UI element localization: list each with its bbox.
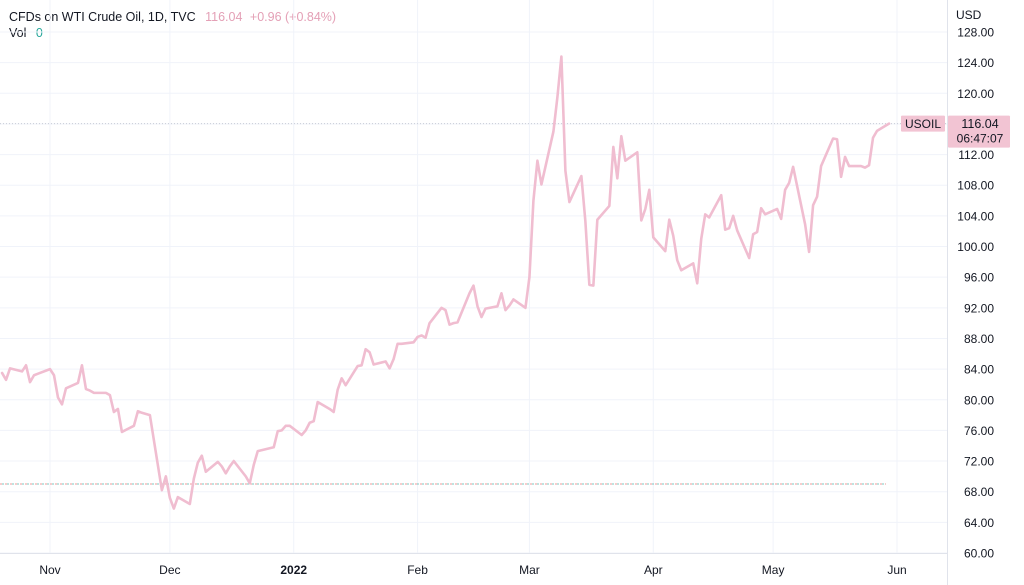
price-tick-label: 96.00 bbox=[964, 271, 994, 285]
price-tick-label: 120.00 bbox=[957, 87, 994, 101]
ticker-tag: USOIL bbox=[905, 117, 941, 131]
time-tick-label: Mar bbox=[519, 563, 540, 577]
time-tick-label: Jun bbox=[887, 563, 906, 577]
time-tick-label: 2022 bbox=[280, 563, 307, 577]
price-tick-label: 124.00 bbox=[957, 56, 994, 70]
price-axis[interactable]: 60.00 64.00 68.00 72.00 76.00 80.00 84.00 88.00… bbox=[957, 26, 994, 561]
price-tick-label: 88.00 bbox=[964, 332, 994, 346]
volume-value: 0 bbox=[35, 26, 43, 40]
price-tick-label: 112.00 bbox=[958, 148, 994, 162]
volume-legend: Vol 0 bbox=[9, 26, 43, 40]
symbol-title[interactable]: CFDs on WTI Crude Oil, 1D, TVC bbox=[9, 10, 196, 24]
price-tick-label: 108.00 bbox=[957, 179, 994, 193]
grid-lines bbox=[0, 0, 947, 554]
price-tick-label: 100.00 bbox=[957, 240, 994, 254]
price-tag-value: 116.04 bbox=[961, 117, 998, 131]
chart-header: CFDs on WTI Crude Oil, 1D, TVC 116.04 +0… bbox=[9, 10, 336, 24]
time-axis[interactable]: Nov Dec 2022 Feb Mar Apr May Jun bbox=[39, 563, 906, 577]
time-tick-label: Feb bbox=[407, 563, 428, 577]
price-tick-label: 80.00 bbox=[964, 393, 994, 407]
price-tag-bg bbox=[948, 115, 1010, 148]
price-tick-label: 64.00 bbox=[964, 516, 994, 530]
bar-countdown: 06:47:07 bbox=[957, 132, 1004, 146]
currency-label: USD bbox=[956, 8, 982, 22]
price-tick-label: 84.00 bbox=[964, 363, 994, 377]
price-tick-label: 104.00 bbox=[957, 209, 994, 223]
last-price-readout: 116.04 bbox=[205, 10, 243, 24]
time-tick-label: May bbox=[762, 563, 785, 577]
time-tick-label: Dec bbox=[159, 563, 180, 577]
series-points bbox=[2, 56, 890, 509]
price-tag: USOIL 116.04 06:47:07 bbox=[901, 115, 1010, 148]
volume-label[interactable]: Vol bbox=[9, 26, 27, 40]
time-tick-label: Apr bbox=[644, 563, 663, 577]
price-tick-label: 72.00 bbox=[964, 455, 994, 469]
time-tick-label: Nov bbox=[39, 563, 60, 577]
price-tick-label: 76.00 bbox=[964, 424, 994, 438]
price-change-readout: +0.96 (+0.84%) bbox=[249, 10, 337, 24]
price-tick-label: 128.00 bbox=[957, 26, 994, 40]
ticker-tag-bg bbox=[901, 115, 945, 132]
price-tick-label: 68.00 bbox=[964, 485, 994, 499]
price-tick-label: 92.00 bbox=[964, 301, 994, 315]
price-tick-label: 60.00 bbox=[964, 547, 994, 561]
